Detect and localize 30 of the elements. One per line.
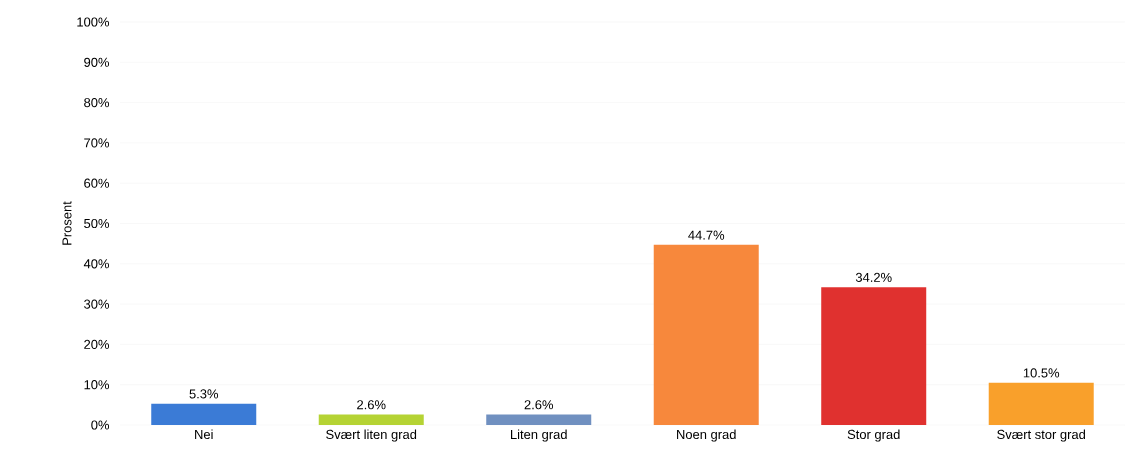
- bar: [988, 382, 1094, 425]
- y-tick-label: 20%: [84, 339, 110, 349]
- data-label: 2.6%: [357, 400, 386, 410]
- x-tick-label: Liten grad: [511, 429, 567, 442]
- data-label: 5.3%: [189, 389, 219, 399]
- y-axis-title: Prosent: [62, 201, 72, 245]
- data-label: 44.7%: [688, 230, 725, 240]
- bar: [486, 414, 592, 425]
- y-tick-label: 0%: [91, 420, 110, 430]
- y-tick-label: 100%: [77, 17, 110, 27]
- x-tick-label: Noen grad: [677, 429, 736, 442]
- y-tick-label: 30%: [84, 299, 110, 309]
- y-tick-label: 40%: [83, 259, 110, 269]
- bar: [151, 403, 257, 425]
- y-tick-label: 50%: [84, 218, 110, 229]
- x-tick-label: Svært liten grad: [326, 429, 417, 442]
- bar: [318, 414, 424, 425]
- y-tick-label: 10%: [84, 380, 110, 390]
- y-tick-label: 90%: [84, 57, 110, 67]
- x-tick-label: Nei: [195, 429, 213, 440]
- x-tick-label: Stor grad: [847, 429, 900, 442]
- data-label: 10.5%: [1023, 368, 1060, 378]
- bar: [821, 287, 927, 425]
- data-label: 2.6%: [524, 400, 554, 410]
- y-tick-label: 70%: [84, 138, 110, 148]
- bar: [653, 244, 759, 425]
- x-tick-label: Svært stor grad: [997, 429, 1086, 442]
- data-label: 34.2%: [855, 272, 892, 282]
- y-tick-label: 80%: [84, 98, 110, 108]
- y-tick-label: 60%: [84, 178, 110, 188]
